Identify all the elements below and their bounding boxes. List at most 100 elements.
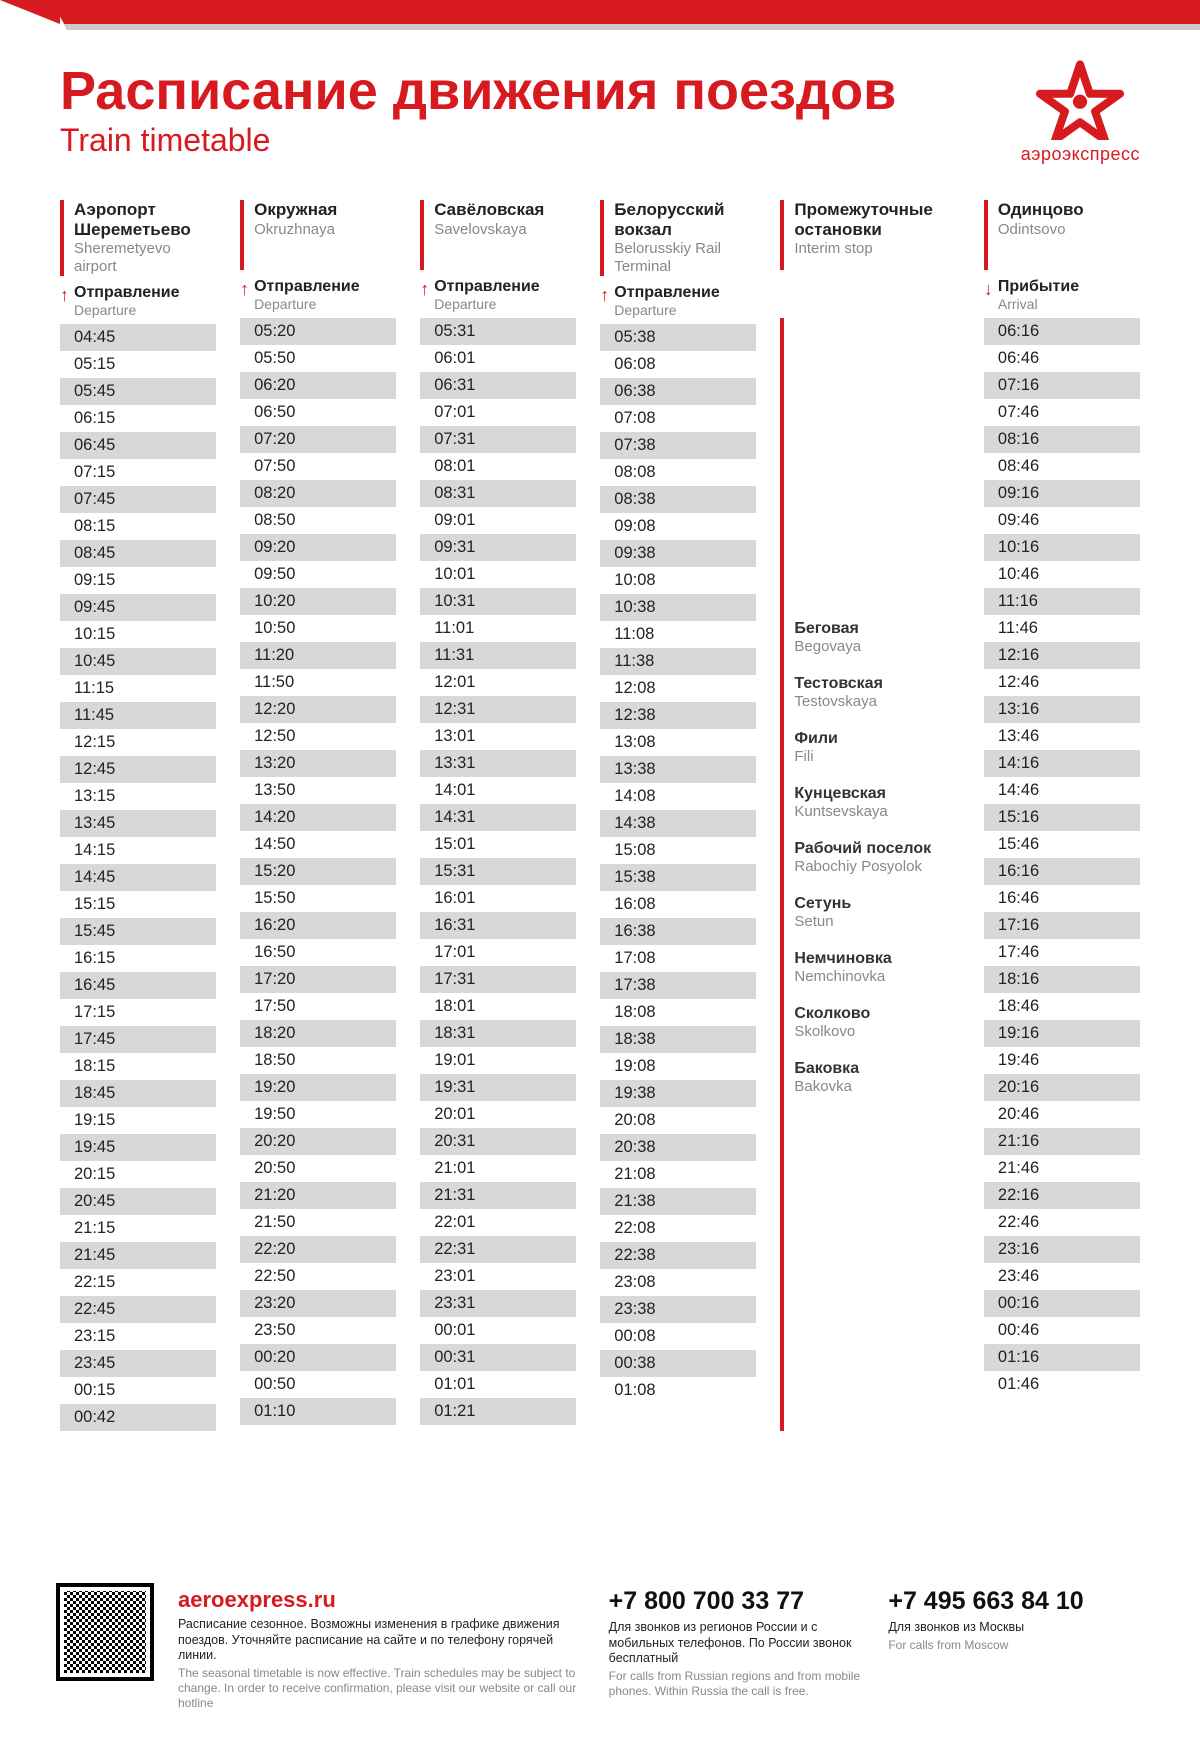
time-cell: 17:31 xyxy=(420,966,576,993)
time-cell: 22:16 xyxy=(984,1182,1140,1209)
time-cell: 00:38 xyxy=(600,1350,756,1377)
arrow-up-icon: ↑ xyxy=(420,280,429,298)
time-cell: 15:20 xyxy=(240,858,396,885)
time-cell: 14:46 xyxy=(984,777,1140,804)
time-cell: 00:08 xyxy=(600,1323,756,1350)
interim-stop-ru: Немчиновка xyxy=(794,950,931,968)
time-cell: 06:16 xyxy=(984,318,1140,345)
interim-stop-ru: Сколково xyxy=(794,1005,931,1023)
subheader-en: Departure xyxy=(74,302,216,318)
station-name-en: Odintsovo xyxy=(998,221,1140,239)
station-name-ru: Савёловская xyxy=(434,200,576,220)
time-cell: 20:46 xyxy=(984,1101,1140,1128)
time-cell: 13:50 xyxy=(240,777,396,804)
time-cell: 01:21 xyxy=(420,1398,576,1425)
interim-stop-en: Kuntsevskaya xyxy=(794,803,931,820)
time-cell: 05:45 xyxy=(60,378,216,405)
interim-stop-ru: Тестовская xyxy=(794,675,931,693)
time-cell: 10:16 xyxy=(984,534,1140,561)
interim-stop-en: Testovskaya xyxy=(794,693,931,710)
time-cell: 08:31 xyxy=(420,480,576,507)
time-cell: 08:45 xyxy=(60,540,216,567)
time-cell: 19:08 xyxy=(600,1053,756,1080)
time-cell: 15:38 xyxy=(600,864,756,891)
time-cell: 07:50 xyxy=(240,453,396,480)
time-cell: 20:31 xyxy=(420,1128,576,1155)
interim-stops-list: БеговаяBegovayaТестовскаяTestovskayaФили… xyxy=(794,620,931,1115)
time-cell: 23:50 xyxy=(240,1317,396,1344)
time-cell: 01:16 xyxy=(984,1344,1140,1371)
column-subheader: ↑ОтправлениеDeparture xyxy=(60,284,216,318)
page-title-en: Train timetable xyxy=(60,122,1140,159)
time-cell: 07:46 xyxy=(984,399,1140,426)
times-list: 05:2005:5006:2006:5007:2007:5008:2008:50… xyxy=(240,318,396,1425)
page-title-ru: Расписание движения поездов xyxy=(60,60,1140,122)
time-cell: 18:45 xyxy=(60,1080,216,1107)
column-sheremetyevo: Аэропорт ШереметьевоSheremetyevo airport… xyxy=(60,200,216,1431)
time-cell: 17:01 xyxy=(420,939,576,966)
station-name-ru: Аэропорт Шереметьево xyxy=(74,200,216,239)
time-cell: 23:20 xyxy=(240,1290,396,1317)
column-header: Промежуточные остановкиInterim stop xyxy=(780,200,960,270)
time-cell: 22:50 xyxy=(240,1263,396,1290)
time-cell: 09:50 xyxy=(240,561,396,588)
time-cell: 23:15 xyxy=(60,1323,216,1350)
time-cell: 17:20 xyxy=(240,966,396,993)
time-cell: 18:15 xyxy=(60,1053,216,1080)
column-header: Белорусский вокзалBelorusskiy Rail Termi… xyxy=(600,200,756,276)
time-cell: 16:50 xyxy=(240,939,396,966)
time-cell: 19:15 xyxy=(60,1107,216,1134)
time-cell: 17:08 xyxy=(600,945,756,972)
time-cell: 06:38 xyxy=(600,378,756,405)
time-cell: 07:01 xyxy=(420,399,576,426)
interim-stop-ru: Фили xyxy=(794,730,931,748)
time-cell: 08:50 xyxy=(240,507,396,534)
time-cell: 14:16 xyxy=(984,750,1140,777)
subheader-en: Departure xyxy=(254,296,396,312)
footer-phone-1: +7 800 700 33 77 Для звонков из регионов… xyxy=(609,1587,861,1699)
time-cell: 17:46 xyxy=(984,939,1140,966)
time-cell: 14:20 xyxy=(240,804,396,831)
interim-stop: Рабочий поселокRabochiy Posyolok xyxy=(794,840,931,875)
time-cell: 12:50 xyxy=(240,723,396,750)
time-cell: 21:15 xyxy=(60,1215,216,1242)
time-cell: 22:45 xyxy=(60,1296,216,1323)
station-name-en: Interim stop xyxy=(794,240,960,258)
time-cell: 14:01 xyxy=(420,777,576,804)
top-banner xyxy=(0,0,1200,38)
interim-stop: СколковоSkolkovo xyxy=(794,1005,931,1040)
arrow-up-icon: ↑ xyxy=(240,280,249,298)
column-header: ОкружнаяOkruzhnaya xyxy=(240,200,396,270)
time-cell: 10:50 xyxy=(240,615,396,642)
interim-stop-en: Begovaya xyxy=(794,638,931,655)
time-cell: 08:46 xyxy=(984,453,1140,480)
time-cell: 07:31 xyxy=(420,426,576,453)
time-cell: 17:16 xyxy=(984,912,1140,939)
time-cell: 07:08 xyxy=(600,405,756,432)
website-note-ru: Расписание сезонное. Возможны изменения … xyxy=(178,1617,581,1664)
time-cell: 12:15 xyxy=(60,729,216,756)
station-name-ru: Промежуточные остановки xyxy=(794,200,960,239)
time-cell: 16:31 xyxy=(420,912,576,939)
time-cell: 18:01 xyxy=(420,993,576,1020)
time-cell: 05:20 xyxy=(240,318,396,345)
time-cell: 15:45 xyxy=(60,918,216,945)
interim-stop-en: Setun xyxy=(794,913,931,930)
time-cell: 20:50 xyxy=(240,1155,396,1182)
time-cell: 08:20 xyxy=(240,480,396,507)
interim-bar xyxy=(780,318,784,1431)
logo: аэроэкспресс xyxy=(1021,60,1140,165)
time-cell: 00:20 xyxy=(240,1344,396,1371)
time-cell: 12:46 xyxy=(984,669,1140,696)
time-cell: 06:45 xyxy=(60,432,216,459)
interim-stop: БаковкаBakovka xyxy=(794,1060,931,1095)
time-cell: 11:08 xyxy=(600,621,756,648)
time-cell: 20:20 xyxy=(240,1128,396,1155)
time-cell: 11:46 xyxy=(984,615,1140,642)
time-cell: 16:01 xyxy=(420,885,576,912)
time-cell: 19:46 xyxy=(984,1047,1140,1074)
time-cell: 19:20 xyxy=(240,1074,396,1101)
time-cell: 19:45 xyxy=(60,1134,216,1161)
time-cell: 18:46 xyxy=(984,993,1140,1020)
timetable: Аэропорт ШереметьевоSheremetyevo airport… xyxy=(60,200,1140,1431)
